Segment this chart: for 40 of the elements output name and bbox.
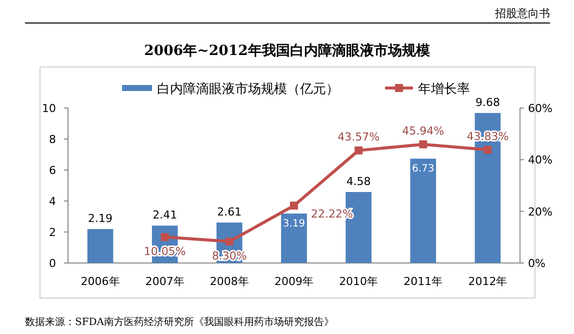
y-tick-label: 6 (49, 164, 56, 177)
bar (410, 158, 436, 263)
x-tick-label: 2006年 (80, 275, 120, 288)
y2-tick-label: 0% (528, 257, 546, 270)
point (419, 140, 428, 148)
bar (281, 214, 307, 263)
x-tick-label: 2009年 (274, 275, 314, 288)
y2-tick-label: 40% (528, 154, 552, 167)
source-note: 数据来源：SFDA南方医药经济研究所《我国眼科用药市场研究报告》 (25, 316, 334, 328)
legend-label: 白内障滴眼液市场规模（亿元） (157, 82, 339, 97)
point (225, 238, 234, 246)
y2-tick-label: 20% (528, 205, 552, 218)
text: 招股意向书 (494, 7, 550, 20)
data-label: 4.58 (346, 175, 371, 188)
y-tick-label: 4 (49, 195, 56, 208)
point (290, 202, 298, 210)
data-label: 2.61 (217, 206, 242, 219)
data-label: 2.41 (152, 208, 178, 222)
point (160, 233, 169, 242)
data-label: 2.19 (88, 212, 113, 226)
data-label: 6.73 (412, 164, 434, 175)
y-tick-label: 10 (42, 102, 56, 115)
y-tick-label: 0 (49, 257, 56, 270)
x-tick-label: 2010年 (339, 275, 378, 288)
y-tick-label: 8 (49, 133, 56, 146)
x-tick-label: 2007年 (145, 275, 184, 288)
data-label: 3.19 (282, 218, 306, 230)
y2-tick-label: 60% (528, 102, 552, 115)
legend-label: 年增长率 (418, 81, 470, 97)
point (354, 146, 363, 154)
point (484, 146, 492, 154)
data-label: 45.94% (402, 124, 444, 138)
chart-title: 2006年~2012年我国白内障滴眼液市场规模 (144, 42, 431, 59)
data-label: 43.57% (338, 130, 380, 144)
bar (87, 229, 114, 263)
x-tick-label: 2008年 (210, 275, 249, 288)
data-label: 9.68 (475, 96, 500, 109)
y-tick-label: 2 (49, 226, 56, 239)
x-tick-label: 2011年 (404, 275, 443, 288)
x-tick-label: 2012年 (468, 275, 508, 288)
